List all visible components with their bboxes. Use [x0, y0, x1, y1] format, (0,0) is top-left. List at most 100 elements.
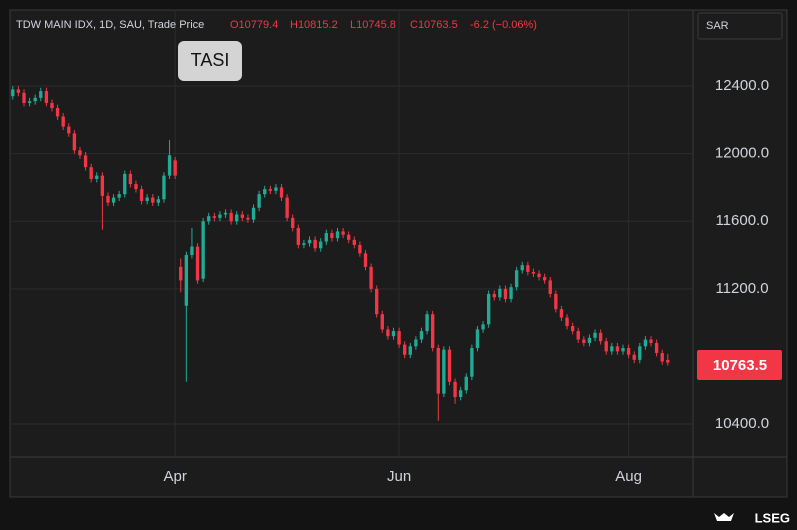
candle-body — [453, 381, 457, 398]
ohlc-value: C10763.5 — [410, 19, 458, 31]
candle-body — [470, 347, 474, 377]
candle-body — [341, 231, 345, 235]
currency: SAR — [706, 20, 729, 32]
candle-body — [67, 126, 71, 134]
candle-body — [117, 194, 121, 198]
candle-body — [27, 101, 32, 103]
ohlc-value: O10779.4 — [230, 19, 278, 31]
candle-body — [632, 354, 636, 360]
candle-body — [279, 187, 284, 198]
candle-body — [576, 331, 580, 340]
candle-body — [425, 314, 429, 332]
y-tick-label: 11200.0 — [715, 280, 768, 297]
candle-body — [257, 194, 261, 208]
candle-body — [151, 197, 155, 203]
y-tick-label: 12000.0 — [715, 145, 769, 162]
candle-body — [514, 270, 519, 288]
candle-body — [593, 332, 597, 338]
candle-body — [447, 349, 452, 382]
candle-body — [408, 346, 412, 355]
candle-body — [16, 89, 21, 93]
candle-body — [302, 243, 306, 245]
candle-body — [666, 359, 670, 363]
axis-corner — [693, 457, 787, 497]
frame — [9, 9, 788, 498]
candle-body — [307, 239, 312, 244]
candle-body — [274, 187, 278, 191]
candle-body — [83, 155, 88, 168]
candle-body — [39, 91, 43, 98]
candle-body — [44, 91, 49, 103]
candle-body — [587, 337, 592, 343]
candle-body — [128, 173, 133, 185]
candle-body — [268, 189, 273, 191]
candle-body — [436, 347, 440, 394]
candle-body — [319, 241, 323, 249]
candle-body — [184, 255, 189, 306]
candle-body — [352, 239, 356, 245]
candle-body — [442, 349, 446, 394]
candle-body — [582, 339, 586, 343]
candle-body — [55, 108, 60, 117]
candle-body — [167, 155, 172, 176]
candle-body — [201, 221, 205, 279]
candle-body — [531, 271, 536, 274]
x-tick-label: Apr — [163, 468, 186, 485]
candle-body — [615, 346, 620, 352]
candle-body — [542, 277, 547, 281]
candle-body — [235, 214, 239, 222]
candle-body — [251, 207, 256, 220]
x-tick-label: Aug — [615, 468, 642, 485]
candle-body — [604, 341, 608, 352]
x-tick-label: Jun — [387, 468, 411, 485]
candle-body — [145, 197, 149, 201]
candle-body — [481, 324, 485, 330]
candle-body — [285, 197, 289, 218]
candle-body — [223, 212, 228, 215]
labels: 10400.0 11200.0 11600.0 12000.0 12400.0 Apr Ju… — [163, 77, 769, 485]
plot-area — [10, 10, 693, 457]
candle-body — [397, 331, 401, 345]
candle-body — [363, 253, 368, 267]
candle-body — [526, 265, 530, 272]
last-price-box — [697, 350, 782, 380]
candle-body — [139, 189, 144, 201]
badge: TASI — [191, 50, 230, 70]
candle-body — [347, 234, 351, 240]
candle-body — [246, 217, 250, 220]
candle-body — [391, 331, 396, 337]
ohlc-value: H10815.2 — [290, 19, 338, 31]
candle-body — [464, 376, 468, 391]
candle-body — [173, 160, 177, 176]
candle-body — [218, 214, 222, 218]
candle-body — [638, 346, 642, 360]
candle-body — [179, 266, 183, 281]
candle-body — [654, 342, 659, 354]
currency-box[interactable] — [697, 12, 783, 40]
ohlc-value: L10745.8 — [350, 19, 396, 31]
candle-body — [207, 216, 211, 222]
candle-body — [626, 347, 631, 355]
y-tick-label: 12400.0 — [715, 77, 769, 94]
candle-body — [195, 246, 200, 281]
logo-shape — [714, 513, 734, 521]
candle-body — [291, 217, 295, 229]
candle-body — [660, 353, 664, 362]
candle-body — [50, 102, 54, 109]
candle-body — [554, 293, 558, 310]
candle-body — [375, 288, 379, 315]
candle-body — [520, 265, 524, 271]
candle-body — [296, 228, 300, 245]
candle-body — [486, 293, 491, 325]
candle-body — [503, 288, 508, 299]
candle-body — [621, 347, 625, 352]
candle-body — [369, 266, 373, 289]
candle-body — [156, 199, 161, 203]
candle-body — [498, 288, 502, 298]
candle-body — [22, 92, 26, 103]
candle-body — [419, 331, 424, 340]
candle-body — [537, 273, 541, 278]
candle-body — [162, 175, 166, 200]
time-axis — [10, 457, 693, 497]
